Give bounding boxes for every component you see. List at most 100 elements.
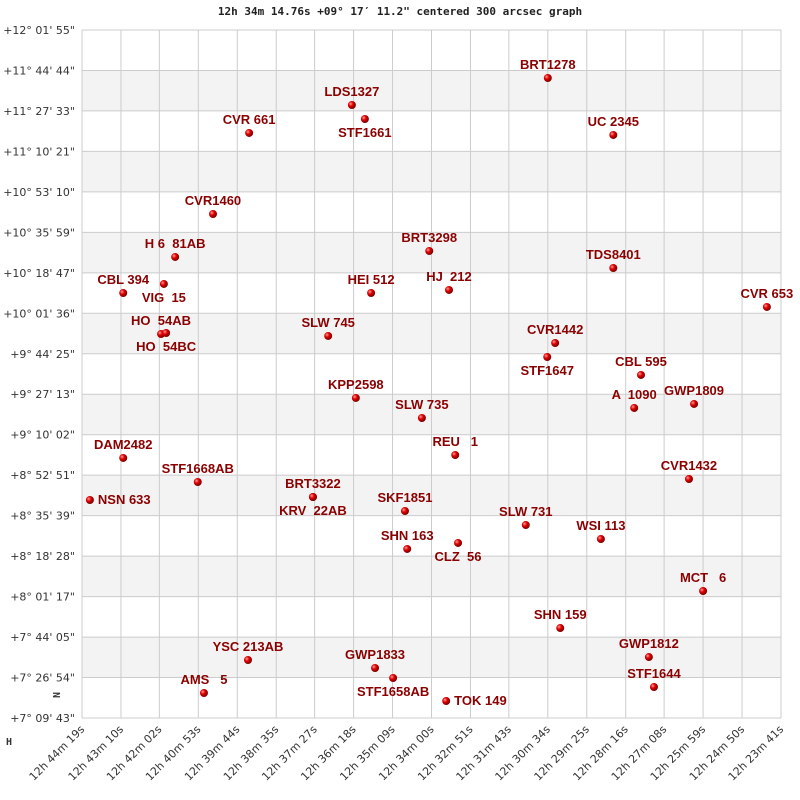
chart-title: 12h 34m 14.76s +09° 17′ 11.2" centered 3… xyxy=(217,5,583,18)
star-point xyxy=(347,100,356,109)
star-point xyxy=(636,370,645,379)
y-tick-label: +7° 09' 43" xyxy=(10,712,75,725)
star-label: WSI 113 xyxy=(576,518,625,533)
star-label: SHN 163 xyxy=(381,528,434,543)
star-label: BRT3298 xyxy=(401,230,457,245)
star-point xyxy=(208,210,217,219)
star-point xyxy=(684,475,693,484)
star-label: GWP1812 xyxy=(619,636,679,651)
star-label: BRT3322 xyxy=(285,476,341,491)
y-tick-label: +11° 44' 44" xyxy=(3,64,75,77)
star-point xyxy=(690,399,699,408)
star-point xyxy=(551,338,560,347)
y-tick-label: +12° 01' 55" xyxy=(3,24,75,37)
star-label: REU 1 xyxy=(432,434,478,449)
star-label: CLZ 56 xyxy=(435,549,482,564)
star-point xyxy=(417,413,426,422)
y-tick-label: +7° 26' 54" xyxy=(10,672,75,685)
star-point xyxy=(649,682,658,691)
star-label: SKF1851 xyxy=(378,490,433,505)
y-tick-label: +11° 10' 21" xyxy=(3,145,75,158)
star-point xyxy=(762,302,771,311)
star-label: A 1090 xyxy=(612,387,657,402)
star-point xyxy=(451,450,460,459)
star-label: H 6 81AB xyxy=(145,236,206,251)
y-tick-label: +10° 18' 47" xyxy=(3,267,75,280)
star-point xyxy=(389,674,398,683)
star-label: DAM2482 xyxy=(94,437,153,452)
star-label: MCT 6 xyxy=(680,570,726,585)
star-label: NSN 633 xyxy=(98,492,151,507)
star-label: STF1661 xyxy=(338,125,391,140)
star-label: SLW 735 xyxy=(395,397,448,412)
star-point xyxy=(193,477,202,486)
star-point xyxy=(425,246,434,255)
star-label: CVR 661 xyxy=(223,112,276,127)
star-point xyxy=(454,538,463,547)
star-label: KPP2598 xyxy=(328,377,384,392)
y-tick-label: +8° 52' 51" xyxy=(10,469,75,482)
y-tick-label: +8° 18' 28" xyxy=(10,550,75,563)
star-label: HEI 512 xyxy=(348,272,395,287)
y-tick-label: +10° 53' 10" xyxy=(3,186,75,199)
y-tick-label: +10° 01' 36" xyxy=(3,307,75,320)
star-point xyxy=(119,289,128,298)
star-point xyxy=(596,535,605,544)
star-point xyxy=(243,655,252,664)
north-marker: N xyxy=(50,692,61,698)
star-point xyxy=(609,130,618,139)
y-tick-label: +9° 10' 02" xyxy=(10,429,75,442)
y-tick-label: +11° 27' 33" xyxy=(3,105,75,118)
star-point xyxy=(351,393,360,402)
star-point xyxy=(360,115,369,124)
star-label: TDS8401 xyxy=(586,247,641,262)
y-tick-label: +7° 44' 05" xyxy=(10,631,75,644)
star-label: SLW 731 xyxy=(499,504,552,519)
star-label: CVR1432 xyxy=(661,458,717,473)
star-point xyxy=(609,264,618,273)
star-label: UC 2345 xyxy=(588,114,639,129)
star-label: STF1668AB xyxy=(162,461,234,476)
star-point xyxy=(371,664,380,673)
star-point xyxy=(521,521,530,530)
star-label: HJ 212 xyxy=(426,269,472,284)
star-label: CVR1460 xyxy=(185,193,241,208)
star-point xyxy=(556,624,565,633)
star-point xyxy=(630,403,639,412)
star-label: GWP1833 xyxy=(345,647,405,662)
east-marker: H xyxy=(6,737,12,748)
y-tick-label: +9° 44' 25" xyxy=(10,348,75,361)
star-point xyxy=(324,331,333,340)
star-point xyxy=(119,453,128,462)
star-point xyxy=(171,252,180,261)
y-tick-label: +10° 35' 59" xyxy=(3,226,75,239)
star-point xyxy=(162,328,171,337)
star-label: STF1644 xyxy=(627,666,681,681)
star-point xyxy=(400,506,409,515)
star-point xyxy=(445,285,454,294)
star-point xyxy=(699,587,708,596)
star-label: AMS 5 xyxy=(180,672,227,687)
star-point xyxy=(543,73,552,82)
star-point xyxy=(85,496,94,505)
star-point xyxy=(308,492,317,501)
star-label: LDS1327 xyxy=(324,84,379,99)
star-label: TOK 149 xyxy=(454,693,507,708)
star-point xyxy=(159,279,168,288)
star-label: CBL 595 xyxy=(615,354,667,369)
star-label: HO 54AB xyxy=(131,313,191,328)
star-point xyxy=(367,289,376,298)
star-label: CVR 653 xyxy=(741,286,794,301)
star-label: SHN 159 xyxy=(534,607,587,622)
star-label: YSC 213AB xyxy=(213,639,284,654)
star-label: VIG 15 xyxy=(142,290,186,305)
star-label: HO 54BC xyxy=(136,339,197,354)
y-tick-label: +8° 01' 17" xyxy=(10,591,75,604)
star-point xyxy=(543,353,552,362)
star-point xyxy=(199,689,208,698)
star-label: SLW 745 xyxy=(301,315,354,330)
star-point xyxy=(245,128,254,137)
y-tick-label: +9° 27' 13" xyxy=(10,388,75,401)
star-label: STF1647 xyxy=(521,363,574,378)
